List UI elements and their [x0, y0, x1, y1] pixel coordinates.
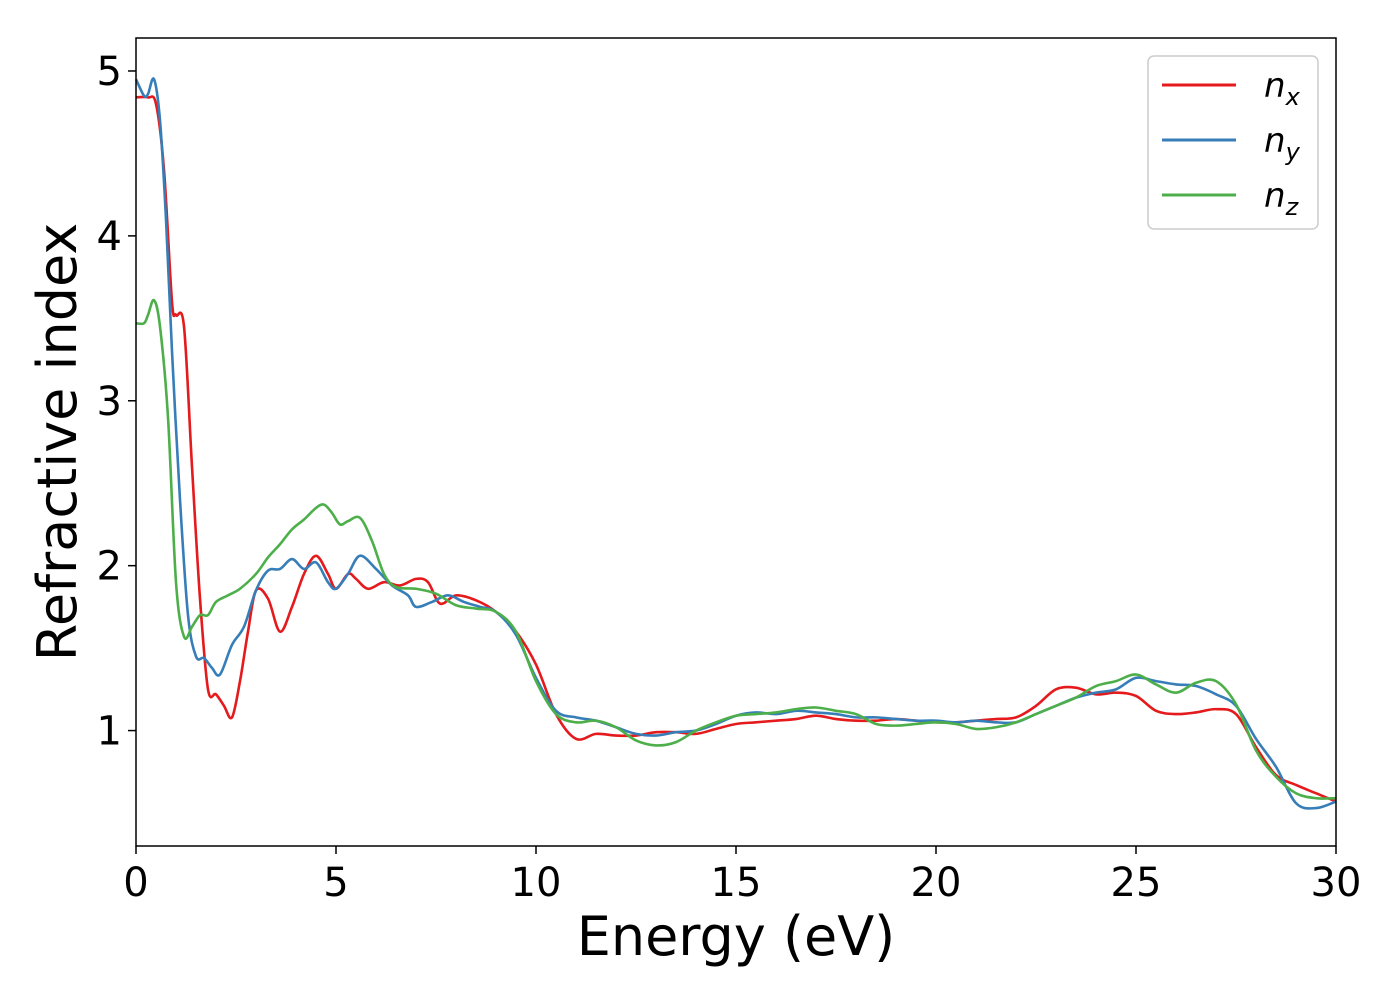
y-tick-label: 4 — [97, 214, 122, 260]
x-axis-title: Energy (eV) — [577, 905, 896, 968]
x-tick-label: 30 — [1311, 860, 1362, 906]
legend-label-subscript: y — [1285, 138, 1301, 166]
legend-label-n-z: nz — [1264, 176, 1300, 221]
x-tick-label: 15 — [711, 860, 762, 906]
x-tick-label: 20 — [911, 860, 962, 906]
legend-label-subscript: x — [1285, 83, 1301, 111]
y-tick-label: 5 — [97, 49, 122, 95]
y-tick-label: 3 — [97, 379, 122, 425]
x-tick-label: 0 — [123, 860, 148, 906]
legend-box — [1147, 55, 1319, 230]
x-axis-ticks: 0 5 10 15 20 25 30 — [123, 846, 1361, 906]
x-tick-label: 5 — [323, 860, 348, 906]
legend-label-base: n — [1264, 121, 1286, 161]
x-tick-label: 25 — [1111, 860, 1162, 906]
y-axis-title: Refractive index — [26, 223, 89, 662]
y-tick-label: 1 — [97, 709, 122, 755]
legend-label-base: n — [1264, 176, 1286, 216]
y-axis-ticks: 1 2 3 4 5 — [97, 49, 136, 755]
series-lines — [134, 77, 1337, 810]
x-tick-label: 10 — [511, 860, 562, 906]
legend-label-n-y: ny — [1264, 121, 1301, 166]
y-tick-label: 2 — [97, 544, 122, 590]
series-line-n-z — [135, 298, 1337, 800]
legend-label-subscript: z — [1285, 193, 1300, 221]
legend-label-base: n — [1264, 66, 1286, 106]
plot-frame — [135, 37, 1337, 847]
legend-label-n-x: nx — [1264, 66, 1301, 111]
series-line-n-x — [135, 95, 1337, 803]
